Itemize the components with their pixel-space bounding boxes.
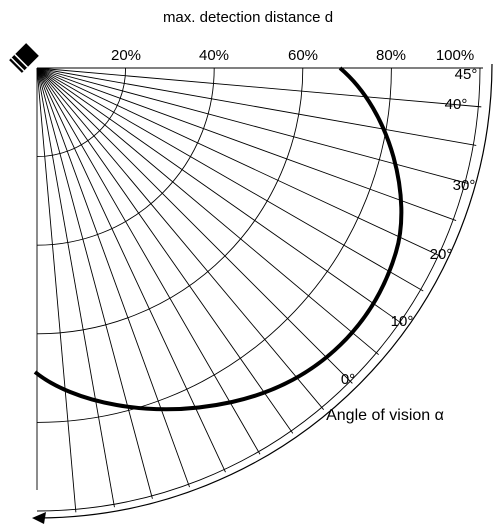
angle-label: 45° (455, 66, 478, 83)
radial-line (36, 67, 457, 221)
angle-label: 0° (341, 371, 355, 388)
distance-label: 100% (436, 47, 474, 64)
radial-line (36, 67, 294, 434)
radial-line (36, 67, 379, 356)
angle-label: 30° (453, 177, 476, 194)
radial-line (36, 67, 325, 410)
vision-arc (39, 63, 493, 519)
radial-line (36, 67, 226, 473)
distance-arc (36, 67, 392, 423)
distance-arc (36, 67, 215, 246)
distance-label: 20% (111, 47, 141, 64)
arrow-head (32, 512, 46, 524)
radial-line (36, 67, 477, 146)
radial-line (36, 67, 77, 513)
angle-label: 20° (430, 246, 453, 263)
distance-arc (36, 67, 304, 335)
radial-line (36, 67, 153, 499)
polar-grid (36, 67, 483, 513)
distance-arc (36, 67, 481, 512)
detection-curve (33, 66, 404, 412)
distance-label: 40% (199, 47, 229, 64)
radial-line (36, 67, 424, 292)
title: max. detection distance d (163, 9, 333, 26)
distance-label: 60% (288, 47, 318, 64)
distance-arc (36, 67, 127, 158)
angle-label: 10° (391, 313, 414, 330)
sensor-icon (9, 43, 39, 73)
radial-line (36, 67, 442, 257)
radial-line (36, 67, 115, 508)
radial-line (36, 67, 468, 184)
distance-label: 80% (376, 47, 406, 64)
radial-line (36, 67, 482, 108)
radial-line (36, 67, 261, 455)
vision-label: Angle of vision α (326, 407, 444, 424)
radial-line (36, 67, 353, 384)
radial-line (36, 67, 190, 488)
angle-label: 40° (445, 96, 468, 113)
radial-line (36, 67, 403, 325)
